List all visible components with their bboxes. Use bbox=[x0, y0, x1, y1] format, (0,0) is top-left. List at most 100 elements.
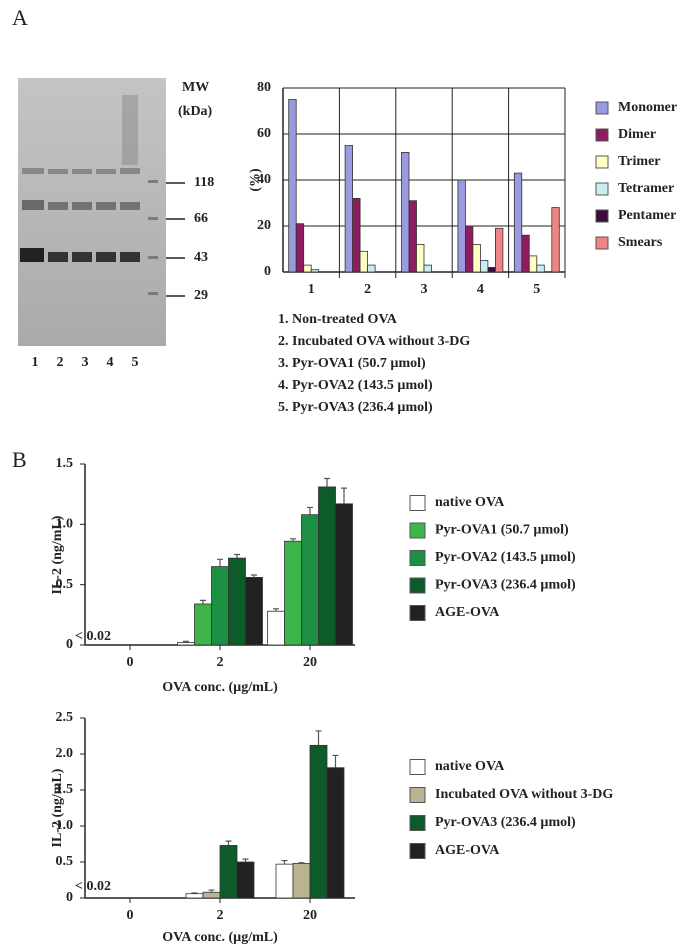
error-bar bbox=[251, 574, 257, 578]
bar bbox=[236, 861, 255, 899]
y-tick-label: 20 bbox=[257, 218, 271, 233]
y-tick-label: 0 bbox=[264, 264, 271, 279]
legend-label: native OVA bbox=[435, 495, 505, 510]
bar bbox=[275, 863, 294, 899]
mw-title: MW bbox=[182, 80, 209, 95]
bar bbox=[177, 642, 195, 646]
bar bbox=[194, 603, 212, 646]
lane-label: 2 bbox=[57, 355, 64, 370]
lane-label: 1 bbox=[32, 355, 39, 370]
lane-label: 5 bbox=[132, 355, 139, 370]
mw-label: 66 bbox=[194, 211, 208, 226]
bar bbox=[367, 264, 376, 273]
bar bbox=[528, 255, 538, 273]
y-tick-label: 0.5 bbox=[56, 577, 74, 592]
bar bbox=[284, 540, 302, 646]
lane-label: 4 bbox=[107, 355, 114, 370]
error-bar bbox=[290, 538, 296, 542]
y-tick-label: 60 bbox=[257, 126, 271, 141]
error-bar bbox=[324, 477, 330, 487]
note: 2. Incubated OVA without 3-DG bbox=[278, 334, 470, 349]
bar bbox=[318, 486, 336, 646]
bar bbox=[457, 179, 466, 273]
gel bbox=[18, 78, 166, 346]
legend-swatch bbox=[595, 128, 609, 142]
bar bbox=[185, 893, 204, 899]
y-tick-label: 2.0 bbox=[56, 746, 74, 761]
bar bbox=[303, 264, 312, 273]
bar bbox=[494, 227, 504, 273]
error-bar bbox=[281, 859, 288, 865]
bar bbox=[551, 207, 560, 273]
legend-label: Tetramer bbox=[618, 181, 674, 196]
y-axis-label: (%) bbox=[248, 168, 263, 192]
error-bar bbox=[332, 754, 339, 768]
error-bar bbox=[183, 640, 189, 643]
error-bar bbox=[217, 558, 223, 567]
legend-swatch bbox=[409, 577, 426, 594]
y-axis-label: IL-2 (ng/mL) bbox=[50, 515, 65, 594]
panel-label: A bbox=[12, 5, 28, 30]
panel-label: B bbox=[12, 447, 27, 472]
mw-unit: (kDa) bbox=[178, 104, 213, 119]
bar bbox=[408, 200, 417, 273]
x-tick-label: 20 bbox=[303, 655, 317, 670]
x-axis-label: OVA conc. (µg/mL) bbox=[162, 680, 278, 695]
bar bbox=[423, 264, 432, 273]
error-bar bbox=[234, 553, 240, 559]
error-bar bbox=[191, 892, 198, 894]
bar bbox=[310, 269, 320, 273]
error-bar bbox=[242, 858, 249, 862]
bar bbox=[219, 845, 238, 899]
error-bar bbox=[208, 889, 215, 893]
y-tick-label: 0 bbox=[66, 637, 73, 652]
x-axis-label: OVA conc. (µg/mL) bbox=[162, 930, 278, 944]
legend-swatch bbox=[595, 182, 609, 196]
lane-label: 3 bbox=[82, 355, 89, 370]
legend-label: Pentamer bbox=[618, 208, 676, 223]
legend-label: AGE-OVA bbox=[435, 843, 500, 858]
x-tick-label: 0 bbox=[127, 655, 134, 670]
x-tick-label: 1 bbox=[308, 282, 315, 297]
bar bbox=[267, 610, 285, 646]
legend-swatch bbox=[595, 101, 609, 115]
error-bar bbox=[298, 862, 305, 864]
legend-swatch bbox=[595, 209, 609, 223]
bar bbox=[288, 99, 297, 273]
legend-swatch bbox=[409, 759, 426, 775]
x-tick-label: 5 bbox=[533, 282, 540, 297]
note: 3. Pyr-OVA1 (50.7 µmol) bbox=[278, 356, 426, 371]
x-tick-label: 2 bbox=[217, 908, 224, 923]
legend-label: Trimer bbox=[618, 154, 661, 169]
bar bbox=[513, 172, 523, 273]
mw-label: 118 bbox=[194, 175, 214, 190]
legend-label: Pyr-OVA3 (236.4 µmol) bbox=[435, 578, 576, 593]
y-tick-label: 40 bbox=[257, 172, 271, 187]
annotation: < 0.02 bbox=[75, 879, 111, 894]
bar bbox=[359, 250, 369, 273]
legend-label: Smears bbox=[618, 235, 663, 250]
legend-label: Incubated OVA without 3-DG bbox=[435, 787, 613, 802]
annotation: < 0.02 bbox=[75, 629, 111, 644]
legend-swatch bbox=[409, 843, 426, 859]
bar bbox=[344, 145, 354, 273]
y-tick-label: 0.5 bbox=[56, 854, 74, 869]
x-tick-label: 0 bbox=[127, 908, 134, 923]
y-tick-label: 80 bbox=[257, 80, 271, 95]
bar bbox=[335, 503, 353, 646]
legend-swatch bbox=[409, 605, 426, 621]
bar bbox=[295, 223, 305, 273]
y-tick-label: 1.0 bbox=[56, 818, 74, 833]
legend-label: native OVA bbox=[435, 759, 505, 774]
bar bbox=[464, 225, 474, 273]
error-bar bbox=[225, 840, 232, 846]
mw-label: 29 bbox=[194, 288, 208, 303]
legend-swatch bbox=[409, 495, 426, 511]
bar bbox=[472, 243, 481, 273]
bar bbox=[309, 744, 328, 899]
legend-label: AGE-OVA bbox=[435, 605, 500, 620]
bar bbox=[245, 577, 263, 646]
bar bbox=[211, 566, 229, 646]
legend-label: Pyr-OVA2 (143.5 µmol) bbox=[435, 550, 576, 565]
mw-label: 43 bbox=[194, 250, 208, 265]
